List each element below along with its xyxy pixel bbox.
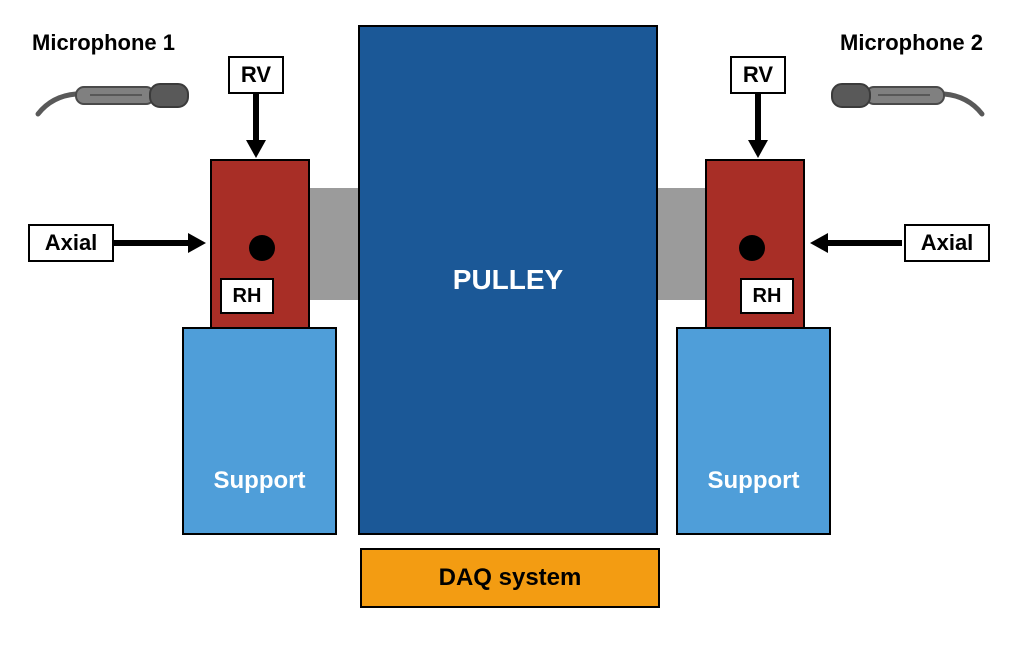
- rv-left-label: RV: [241, 62, 271, 88]
- rh-right-box: RH: [740, 278, 794, 314]
- rh-left-label: RH: [233, 285, 262, 308]
- mic1-text: Microphone 1: [32, 30, 175, 56]
- axial-left-label: Axial: [45, 230, 98, 256]
- rh-left-box: RH: [220, 278, 274, 314]
- axial-right-box: Axial: [904, 224, 990, 262]
- dot-left: [249, 235, 275, 261]
- arrow-axial-left-line: [114, 240, 190, 246]
- arrow-rv-left-line: [253, 94, 259, 142]
- arrow-axial-right-line: [826, 240, 902, 246]
- shaft-left: [310, 188, 358, 300]
- pulley-block: PULLEY: [358, 25, 658, 535]
- arrow-axial-right-head: [810, 233, 828, 253]
- rh-right-label: RH: [753, 285, 782, 308]
- rv-left-box: RV: [228, 56, 284, 94]
- arrow-rv-right-head: [748, 140, 768, 158]
- support-right: Support: [676, 327, 831, 535]
- support-left-label: Support: [214, 467, 306, 495]
- support-right-label: Support: [708, 467, 800, 495]
- mic2-text: Microphone 2: [840, 30, 983, 56]
- support-left: Support: [182, 327, 337, 535]
- dot-right: [739, 235, 765, 261]
- daq-label: DAQ system: [439, 564, 582, 592]
- axial-right-label: Axial: [921, 230, 974, 256]
- arrow-rv-right-line: [755, 94, 761, 142]
- axial-left-box: Axial: [28, 224, 114, 262]
- pulley-label: PULLEY: [453, 264, 563, 296]
- rv-right-box: RV: [730, 56, 786, 94]
- microphone-2-icon: [820, 66, 990, 126]
- arrow-rv-left-head: [246, 140, 266, 158]
- daq-block: DAQ system: [360, 548, 660, 608]
- microphone-1-icon: [30, 66, 200, 126]
- shaft-right: [658, 188, 706, 300]
- rv-right-label: RV: [743, 62, 773, 88]
- arrow-axial-left-head: [188, 233, 206, 253]
